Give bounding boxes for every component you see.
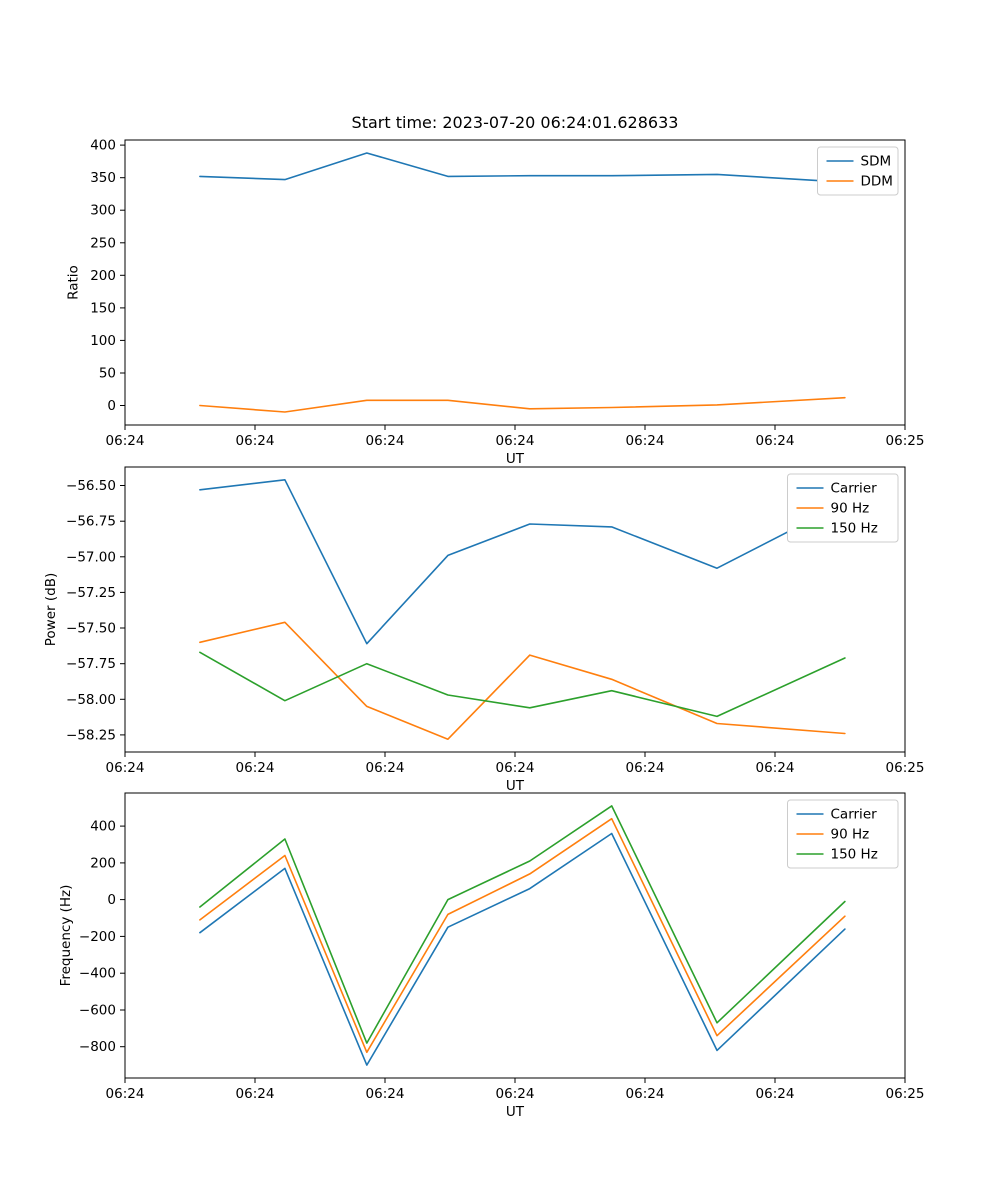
series-line-carrier	[199, 832, 846, 1066]
y-tick-label: 150	[90, 300, 116, 316]
series-line-90-hz	[199, 621, 846, 741]
x-tick-label: 06:25	[886, 760, 925, 776]
legend-box	[787, 799, 899, 869]
y-tick-label: −56.75	[66, 514, 116, 530]
x-tick-label: 06:24	[626, 1086, 665, 1102]
x-tick-label: 06:24	[236, 1086, 275, 1102]
x-tick-label: 06:24	[626, 760, 665, 776]
series-line-ddm	[199, 396, 846, 413]
y-tick-label: 0	[107, 892, 116, 908]
series-line-sdm	[199, 152, 846, 183]
x-tick-label: 06:24	[236, 433, 275, 449]
y-tick-label: −58.25	[66, 727, 116, 743]
legend-label: SDM	[861, 154, 892, 170]
y-tick-label: 400	[90, 138, 116, 154]
x-tick-label: 06:24	[496, 1086, 535, 1102]
legend-label: 90 Hz	[831, 501, 870, 517]
y-tick-label: −600	[79, 1003, 116, 1019]
x-tick-label: 06:24	[756, 1086, 795, 1102]
x-tick-label: 06:24	[756, 433, 795, 449]
x-tick-label: 06:24	[106, 433, 145, 449]
series-line-carrier	[199, 478, 846, 645]
y-tick-label: −57.25	[66, 585, 116, 601]
y-tick-label: 250	[90, 235, 116, 251]
x-tick-label: 06:24	[106, 760, 145, 776]
x-tick-label: 06:24	[366, 433, 405, 449]
y-tick-label: −57.50	[66, 621, 116, 637]
x-tick-label: 06:24	[366, 1086, 405, 1102]
series-line-90-hz	[199, 817, 846, 1054]
x-axis-label: UT	[506, 778, 525, 794]
figure-title: Start time: 2023-07-20 06:24:01.628633	[351, 113, 679, 132]
x-tick-label: 06:24	[626, 433, 665, 449]
axes-frame	[124, 792, 906, 1079]
y-tick-label: −800	[79, 1039, 116, 1055]
y-axis-label: Power (dB)	[43, 573, 59, 646]
x-tick-label: 06:24	[106, 1086, 145, 1102]
series-line-150-hz	[199, 805, 846, 1044]
y-tick-label: −200	[79, 929, 116, 945]
y-tick-label: −56.50	[66, 478, 116, 494]
legend-label: 90 Hz	[831, 827, 870, 843]
x-axis-label: UT	[506, 1104, 525, 1120]
y-axis-label: Frequency (Hz)	[58, 885, 74, 987]
y-axis-label: Ratio	[66, 265, 82, 300]
legend-box	[817, 146, 899, 196]
y-tick-label: 400	[90, 819, 116, 835]
y-tick-label: 50	[99, 366, 116, 382]
x-axis-label: UT	[506, 451, 525, 467]
subplot-3: −800 −600 −400 −200 0 200 400 06:24 06:24 06:24 06…	[58, 792, 925, 1120]
legend-label: Carrier	[831, 807, 878, 823]
legend-label: 150 Hz	[831, 847, 878, 863]
y-tick-label: −58.00	[66, 692, 116, 708]
x-tick-label: 06:24	[366, 760, 405, 776]
x-tick-label: 06:25	[886, 433, 925, 449]
x-tick-label: 06:24	[236, 760, 275, 776]
series-line-150-hz	[199, 651, 846, 718]
y-tick-label: 0	[107, 398, 116, 414]
legend: Carrier 90 Hz 150 Hz	[787, 473, 899, 543]
y-tick-label: 350	[90, 170, 116, 186]
y-tick-label: 300	[90, 203, 116, 219]
y-tick-label: 100	[90, 333, 116, 349]
y-tick-label: −57.75	[66, 656, 116, 672]
legend-box	[787, 473, 899, 543]
axes-frame	[124, 139, 906, 426]
subplot-2: −56.50 −56.75 −57.00 −57.25 −57.50 −57.75 −58.…	[43, 466, 925, 794]
y-tick-label: 200	[90, 855, 116, 871]
x-tick-label: 06:24	[496, 433, 535, 449]
legend-label: DDM	[861, 174, 893, 190]
legend-label: Carrier	[831, 481, 878, 497]
subplot-1: 0 50 100 150 200 250 300 350 400 06:24 06:24 06:24 0…	[66, 138, 925, 467]
legend: SDM DDM	[817, 146, 899, 196]
legend: Carrier 90 Hz 150 Hz	[787, 799, 899, 869]
axes-frame	[124, 466, 906, 753]
y-tick-label: 200	[90, 268, 116, 284]
x-tick-label: 06:24	[756, 760, 795, 776]
y-tick-label: −57.00	[66, 549, 116, 565]
x-tick-label: 06:25	[886, 1086, 925, 1102]
legend-label: 150 Hz	[831, 521, 878, 537]
y-tick-label: −400	[79, 966, 116, 982]
x-tick-label: 06:24	[496, 760, 535, 776]
